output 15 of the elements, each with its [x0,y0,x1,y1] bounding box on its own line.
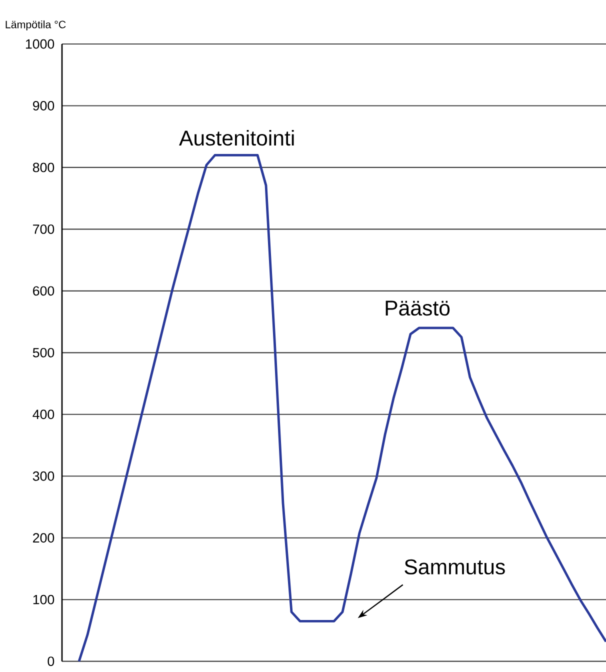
y-tick-label: 700 [33,224,54,234]
y-tick-label: 800 [32,162,54,172]
y-tick-label: 0 [48,656,54,666]
y-tick-label: 1000 [26,39,54,49]
annotation: Päästö [386,300,450,316]
y-tick-label: 400 [32,410,54,420]
y-tick-label: 600 [33,286,54,296]
annotation: Austenitointi [179,130,294,146]
y-tick-label: 200 [33,533,54,543]
annotation: Sammutus [404,559,505,574]
y-axis-title: Lämpötila °C [6,20,66,30]
y-tick-label: 500 [32,348,54,358]
y-tick-label: 100 [33,594,54,604]
y-tick-label: 300 [32,471,54,481]
y-tick-label: 900 [33,101,54,110]
